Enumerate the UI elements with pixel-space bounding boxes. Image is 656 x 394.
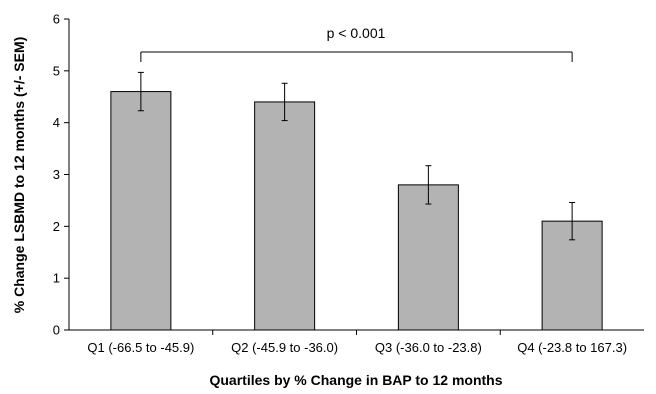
y-tick-label: 2 [53, 219, 60, 234]
y-tick-label: 5 [53, 63, 60, 78]
bar [397, 184, 459, 331]
y-axis-title: % Change LSBMD to 12 months (+/- SEM) [11, 37, 27, 314]
y-tick-label: 4 [53, 115, 60, 130]
x-category-label: Q1 (-66.5 to -45.9) [87, 340, 194, 355]
x-category-label: Q4 (-23.8 to 167.3) [517, 340, 627, 355]
y-tick-label: 6 [53, 12, 60, 27]
bar [254, 101, 316, 331]
x-category-label: Q2 (-45.9 to -36.0) [231, 340, 338, 355]
y-tick-label: 0 [53, 323, 60, 338]
bars [110, 91, 603, 331]
y-tick-label: 3 [53, 167, 60, 182]
y-tick-label: 1 [53, 271, 60, 286]
x-category-label: Q3 (-36.0 to -23.8) [375, 340, 482, 355]
x-categories: Q1 (-66.5 to -45.9) Q2 (-45.9 to -36.0) Q3… [87, 340, 627, 355]
significance-bracket [140, 51, 573, 62]
bar [110, 91, 172, 331]
p-value-annotation: p < 0.001 [327, 25, 386, 41]
y-ticks: 0 1 2 3 4 5 6 [53, 12, 501, 338]
error-bars [137, 71, 576, 241]
x-axis-title: Quartiles by % Change in BAP to 12 month… [209, 372, 502, 388]
